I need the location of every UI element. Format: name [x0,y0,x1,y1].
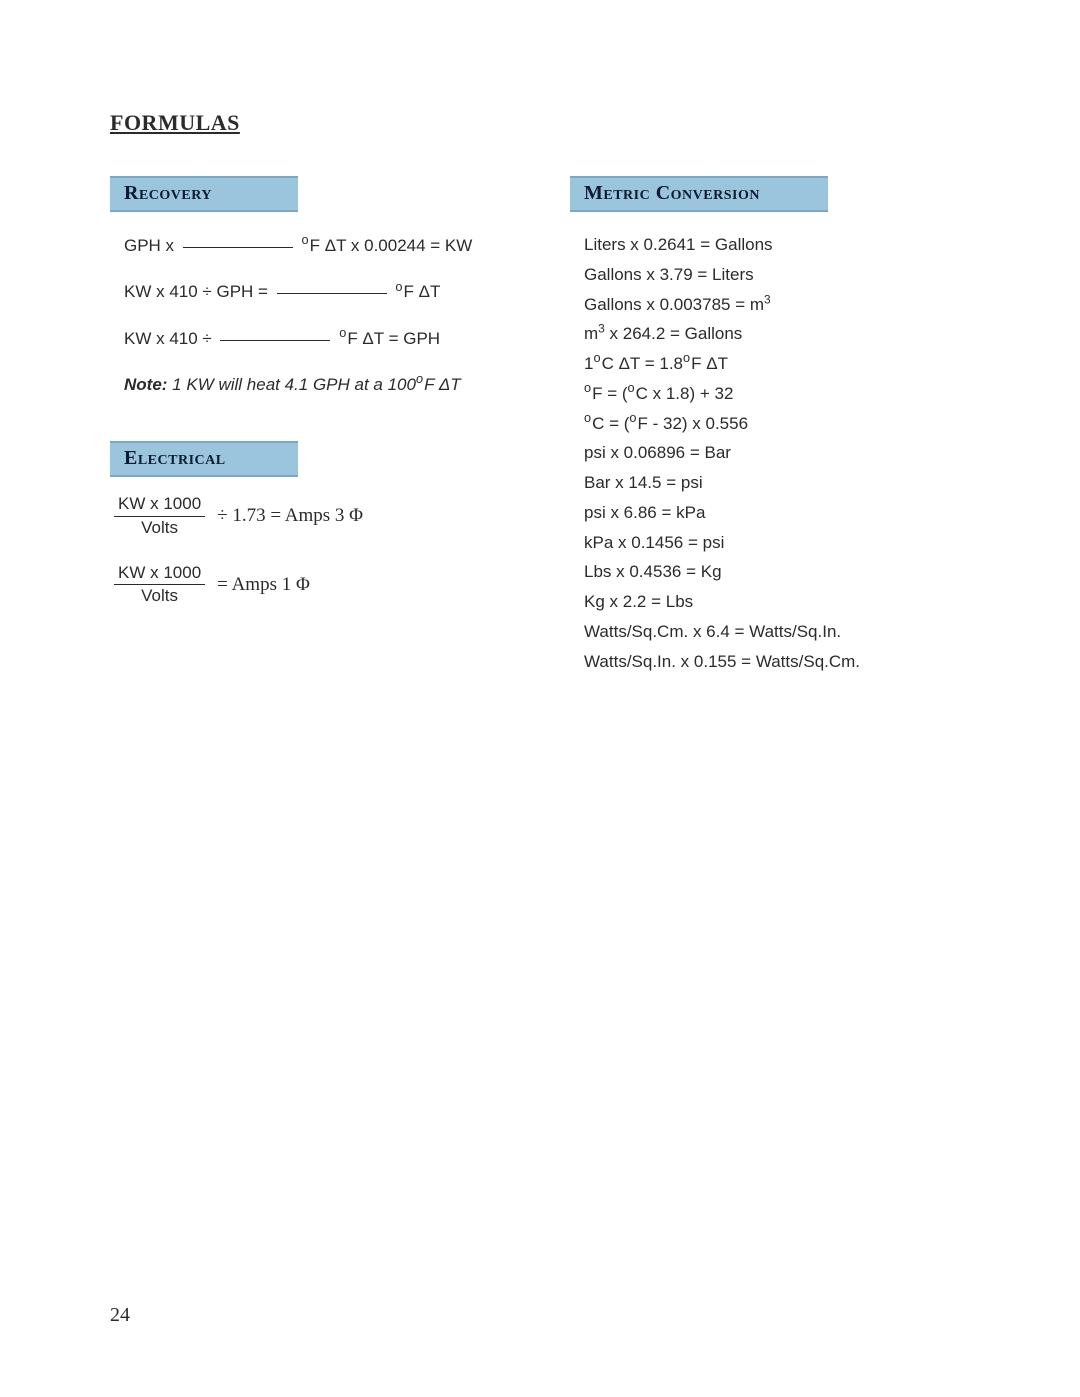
metric-line: Kg x 2.2 = Lbs [584,587,980,617]
recovery-line-2-pre: KW x 410 ÷ GPH = [124,282,273,301]
electrical-line-1: KW x 1000 Volts ÷ 1.73 = Amps 3 Φ [114,495,520,537]
metric-line: psi x 0.06896 = Bar [584,438,980,468]
metric-section: Metric Conversion Liters x 0.2641 = Gall… [570,176,980,676]
electrical-line-2-text: = Amps 1 Φ [217,567,310,603]
blank-fill-icon [220,340,330,341]
frac-denominator: Volts [114,517,205,538]
frac-denominator: Volts [114,585,205,606]
recovery-line-2: KW x 410 ÷ GPH = oF ΔT [124,276,520,308]
metric-line: Liters x 0.2641 = Gallons [584,230,980,260]
recovery-line-3-pre: KW x 410 ÷ [124,329,216,348]
recovery-header: Recovery [110,176,298,212]
metric-line: oF = (oC x 1.8) + 32 [584,379,980,409]
fraction-icon: KW x 1000 Volts [114,564,205,606]
recovery-line-3-post: oF ΔT = GPH [339,329,440,348]
metric-line: oC = (oF - 32) x 0.556 [584,409,980,439]
frac-numerator: KW x 1000 [114,564,205,586]
right-column: Metric Conversion Liters x 0.2641 = Gall… [570,176,980,716]
columns: Recovery GPH x oF ΔT x 0.00244 = KW KW x… [110,176,980,716]
metric-line: Gallons x 0.003785 = m3 [584,290,980,320]
page-title: FORMULAS [110,110,980,136]
left-column: Recovery GPH x oF ΔT x 0.00244 = KW KW x… [110,176,520,716]
recovery-line-3: KW x 410 ÷ oF ΔT = GPH [124,323,520,355]
electrical-header-text: Electrical [124,447,226,469]
metric-line: Watts/Sq.Cm. x 6.4 = Watts/Sq.In. [584,617,980,647]
recovery-line-1-post: oF ΔT x 0.00244 = KW [302,236,473,255]
recovery-line-1: GPH x oF ΔT x 0.00244 = KW [124,230,520,262]
electrical-line-1-text: ÷ 1.73 = Amps 3 Φ [217,498,363,534]
recovery-note-text: 1 KW will heat 4.1 GPH at a 100oF ΔT [167,375,460,394]
metric-line: 1oC ΔT = 1.8oF ΔT [584,349,980,379]
recovery-section: Recovery GPH x oF ΔT x 0.00244 = KW KW x… [110,176,520,401]
metric-line: Gallons x 3.79 = Liters [584,260,980,290]
page: FORMULAS Recovery GPH x oF ΔT x 0.00244 … [0,0,1080,1397]
recovery-header-text: Recovery [124,182,212,204]
metric-header-text: Metric Conversion [584,182,760,204]
electrical-body: KW x 1000 Volts ÷ 1.73 = Amps 3 Φ KW x 1… [110,495,520,606]
metric-line: Watts/Sq.In. x 0.155 = Watts/Sq.Cm. [584,647,980,677]
blank-fill-icon [277,293,387,294]
electrical-line-2: KW x 1000 Volts = Amps 1 Φ [114,564,520,606]
recovery-body: GPH x oF ΔT x 0.00244 = KW KW x 410 ÷ GP… [110,230,520,401]
frac-numerator: KW x 1000 [114,495,205,517]
metric-line: m3 x 264.2 = Gallons [584,319,980,349]
recovery-note-label: Note: [124,375,167,394]
electrical-section: Electrical KW x 1000 Volts ÷ 1.73 = Amps… [110,441,520,606]
metric-line: psi x 6.86 = kPa [584,498,980,528]
metric-line: kPa x 0.1456 = psi [584,528,980,558]
metric-body: Liters x 0.2641 = Gallons Gallons x 3.79… [570,230,980,676]
electrical-header: Electrical [110,441,298,477]
metric-line: Lbs x 0.4536 = Kg [584,557,980,587]
metric-header: Metric Conversion [570,176,828,212]
recovery-line-2-post: oF ΔT [395,282,440,301]
metric-line: Bar x 14.5 = psi [584,468,980,498]
fraction-icon: KW x 1000 Volts [114,495,205,537]
recovery-note: Note: 1 KW will heat 4.1 GPH at a 100oF … [124,369,520,401]
recovery-line-1-pre: GPH x [124,236,179,255]
page-number: 24 [110,1304,130,1327]
blank-fill-icon [183,247,293,248]
